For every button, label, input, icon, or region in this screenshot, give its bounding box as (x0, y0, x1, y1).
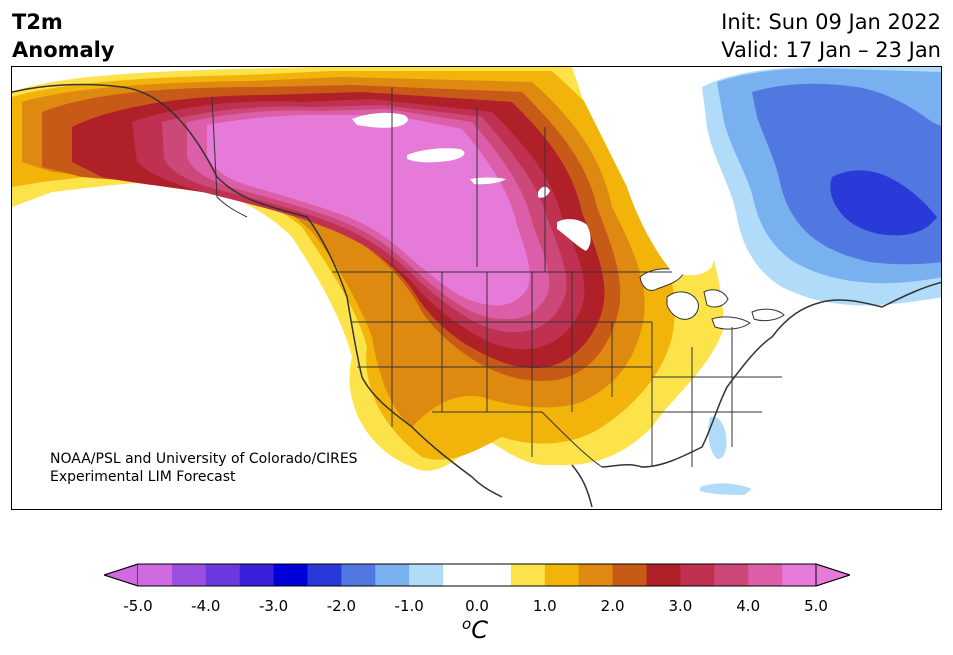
cool-anomaly-florida (708, 416, 727, 459)
great-lakes (639, 268, 785, 330)
colorbar-tick-label: 4.0 (736, 597, 761, 615)
colorbar-segment (205, 564, 241, 586)
unit-degree: o (462, 615, 472, 633)
colorbar-segment (646, 564, 681, 586)
canada-lakes (352, 112, 591, 251)
colorbar-segment (409, 564, 444, 586)
colorbar-segment (782, 564, 817, 586)
colorbar-segment (307, 564, 342, 586)
colorbar-segment (680, 564, 715, 586)
credit-line-1: NOAA/PSL and University of Colorado/CIRE… (50, 451, 358, 467)
colorbar-tick-label: 3.0 (668, 597, 693, 615)
colorbar-tick-label: -4.0 (191, 597, 221, 615)
colorbar-segment (510, 564, 546, 586)
colorbar-ticks: -5.0 -4.0 -3.0 -2.0 -1.0 0.0 1.0 2.0 3.0 4.0 5.0 (104, 597, 850, 617)
colorbar-unit: oC (462, 615, 488, 644)
colorbar-segment (273, 564, 308, 586)
anomaly-map (12, 67, 941, 508)
colorbar-segment (714, 564, 749, 586)
colorbar-tick-label: 0.0 (465, 597, 489, 615)
colorbar-segment (171, 564, 207, 586)
colorbar-tick-label: -5.0 (123, 597, 153, 615)
init-date: Init: Sun 09 Jan 2022 (721, 10, 941, 34)
title-line-2: Anomaly (12, 38, 115, 62)
valid-date: Valid: 17 Jan – 23 Jan (721, 38, 941, 62)
colorbar-segment (138, 564, 173, 586)
colorbar-segment (341, 564, 376, 586)
title-line-1: T2m (12, 10, 63, 34)
colorbar-tick-label: -1.0 (394, 597, 424, 615)
map-title: T2m Anomaly (12, 8, 115, 64)
coastline (12, 83, 941, 508)
colorbar-segment (748, 564, 783, 586)
unit-letter: C (471, 616, 488, 644)
cool-anomaly-4 (830, 170, 937, 236)
colorbar-extend-high (815, 563, 852, 587)
colorbar (102, 563, 852, 591)
date-info: Init: Sun 09 Jan 2022 Valid: 17 Jan – 23… (721, 8, 941, 64)
colorbar-svg (102, 563, 852, 587)
colorbar-segment (239, 564, 275, 586)
colorbar-tick-label: -2.0 (326, 597, 357, 615)
colorbar-segment (443, 564, 478, 586)
anomaly-contour-9 (207, 114, 530, 306)
colorbar-tick-label: 5.0 (804, 597, 828, 615)
colorbar-segment (578, 564, 614, 586)
hudson-bay (572, 67, 716, 276)
map-frame: NOAA/PSL and University of Colorado/CIRE… (11, 66, 942, 510)
cool-anomaly-cuba (700, 483, 752, 495)
colorbar-segment (544, 564, 580, 586)
political-borders (211, 87, 782, 468)
colorbar-tick-label: 1.0 (532, 597, 557, 615)
credit-line-2: Experimental LIM Forecast (50, 469, 236, 485)
colorbar-segment (375, 564, 410, 586)
credit-text: NOAA/PSL and University of Colorado/CIRE… (50, 450, 358, 486)
colorbar-segment (612, 564, 647, 586)
colorbar-segment (477, 564, 512, 586)
colorbar-extend-low (102, 563, 139, 587)
colorbar-tick-label: 2.0 (600, 597, 625, 615)
colorbar-tick-label: -3.0 (258, 597, 289, 615)
